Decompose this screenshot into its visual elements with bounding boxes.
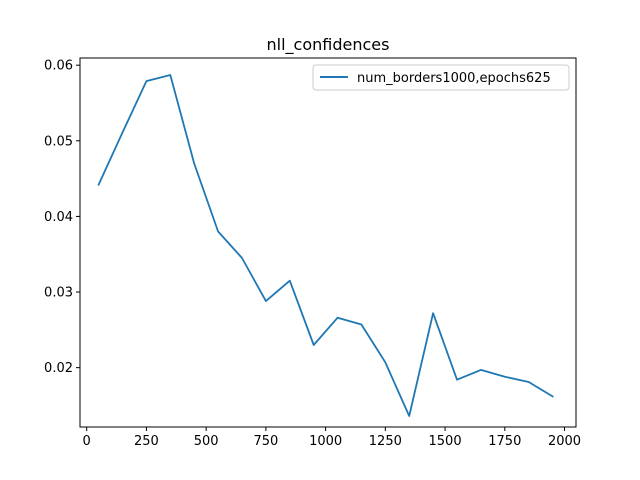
legend-entry-label: num_borders1000,epochs625	[357, 71, 551, 86]
x-axis: 0 250 500 750 1000 1250 1500 1750 2000	[83, 427, 581, 449]
x-tick-label: 750	[253, 434, 278, 449]
x-tick-label: 1500	[429, 434, 462, 449]
x-tick-label: 0	[83, 434, 91, 449]
y-tick-label: 0.04	[44, 210, 73, 225]
y-tick-label: 0.05	[44, 134, 73, 149]
y-axis: 0.02 0.03 0.04 0.05 0.06	[44, 59, 80, 376]
series-line	[97, 74, 554, 417]
x-tick-label: 500	[194, 434, 219, 449]
x-tick-label: 1750	[488, 434, 521, 449]
x-tick-label: 2000	[548, 434, 581, 449]
axes-frame	[79, 57, 577, 428]
legend-box	[312, 64, 570, 91]
x-tick-label: 1000	[309, 434, 342, 449]
y-tick-label: 0.06	[44, 59, 73, 74]
x-tick-label: 1250	[369, 434, 402, 449]
legend: num_borders1000,epochs625	[312, 64, 570, 91]
y-tick-label: 0.02	[44, 361, 73, 376]
chart-title: nll_confidences	[267, 35, 390, 55]
x-tick-label: 250	[134, 434, 159, 449]
y-tick-label: 0.03	[44, 286, 73, 301]
